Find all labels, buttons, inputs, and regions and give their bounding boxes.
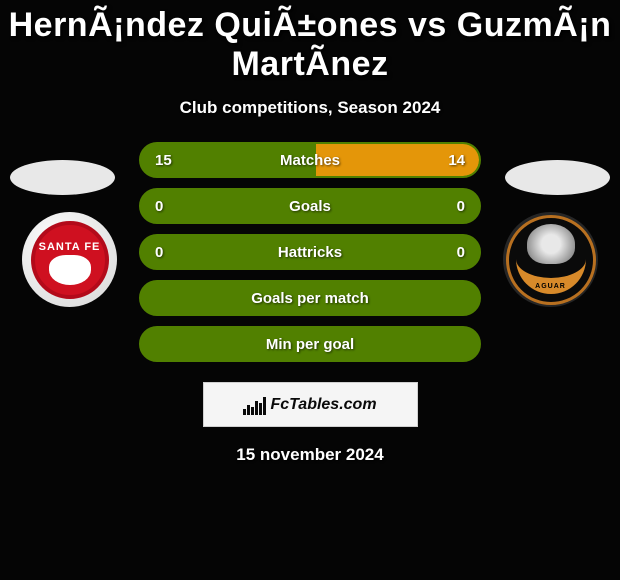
fctables-label: FcTables.com: [270, 396, 376, 414]
stat-row: Goals per match: [139, 280, 481, 316]
santa-fe-logo: SANTA FE: [31, 221, 109, 299]
stat-label: Goals: [141, 198, 479, 215]
stat-label: Matches: [141, 152, 479, 169]
jaguares-text: AGUAR: [509, 283, 593, 290]
bar-chart-icon: [243, 395, 266, 415]
stat-value-right: 14: [448, 152, 465, 169]
player-left-placeholder: [10, 160, 115, 195]
stat-label: Min per goal: [141, 336, 479, 353]
stat-row: 15Matches14: [139, 142, 481, 178]
club-badge-left: SANTA FE: [22, 212, 117, 307]
fctables-badge[interactable]: FcTables.com: [203, 382, 418, 427]
stat-row: Min per goal: [139, 326, 481, 362]
santa-fe-text: SANTA FE: [39, 241, 101, 253]
comparison-subtitle: Club competitions, Season 2024: [0, 98, 620, 118]
stat-value-right: 0: [457, 198, 465, 215]
stat-row: 0Goals0: [139, 188, 481, 224]
stat-label: Hattricks: [141, 244, 479, 261]
stat-row: 0Hattricks0: [139, 234, 481, 270]
club-badge-right: AGUAR: [503, 212, 598, 307]
santa-fe-lion-icon: [49, 255, 91, 285]
stats-container: 15Matches140Goals00Hattricks0Goals per m…: [139, 142, 481, 362]
jaguares-logo: AGUAR: [506, 215, 596, 305]
player-right-placeholder: [505, 160, 610, 195]
comparison-title: HernÃ¡ndez QuiÃ±ones vs GuzmÃ¡n MartÃ­ne…: [0, 0, 620, 84]
comparison-content: SANTA FE AGUAR 15Matches140Goals00Hattri…: [0, 142, 620, 465]
stat-label: Goals per match: [141, 290, 479, 307]
stat-value-right: 0: [457, 244, 465, 261]
comparison-date: 15 november 2024: [0, 445, 620, 465]
